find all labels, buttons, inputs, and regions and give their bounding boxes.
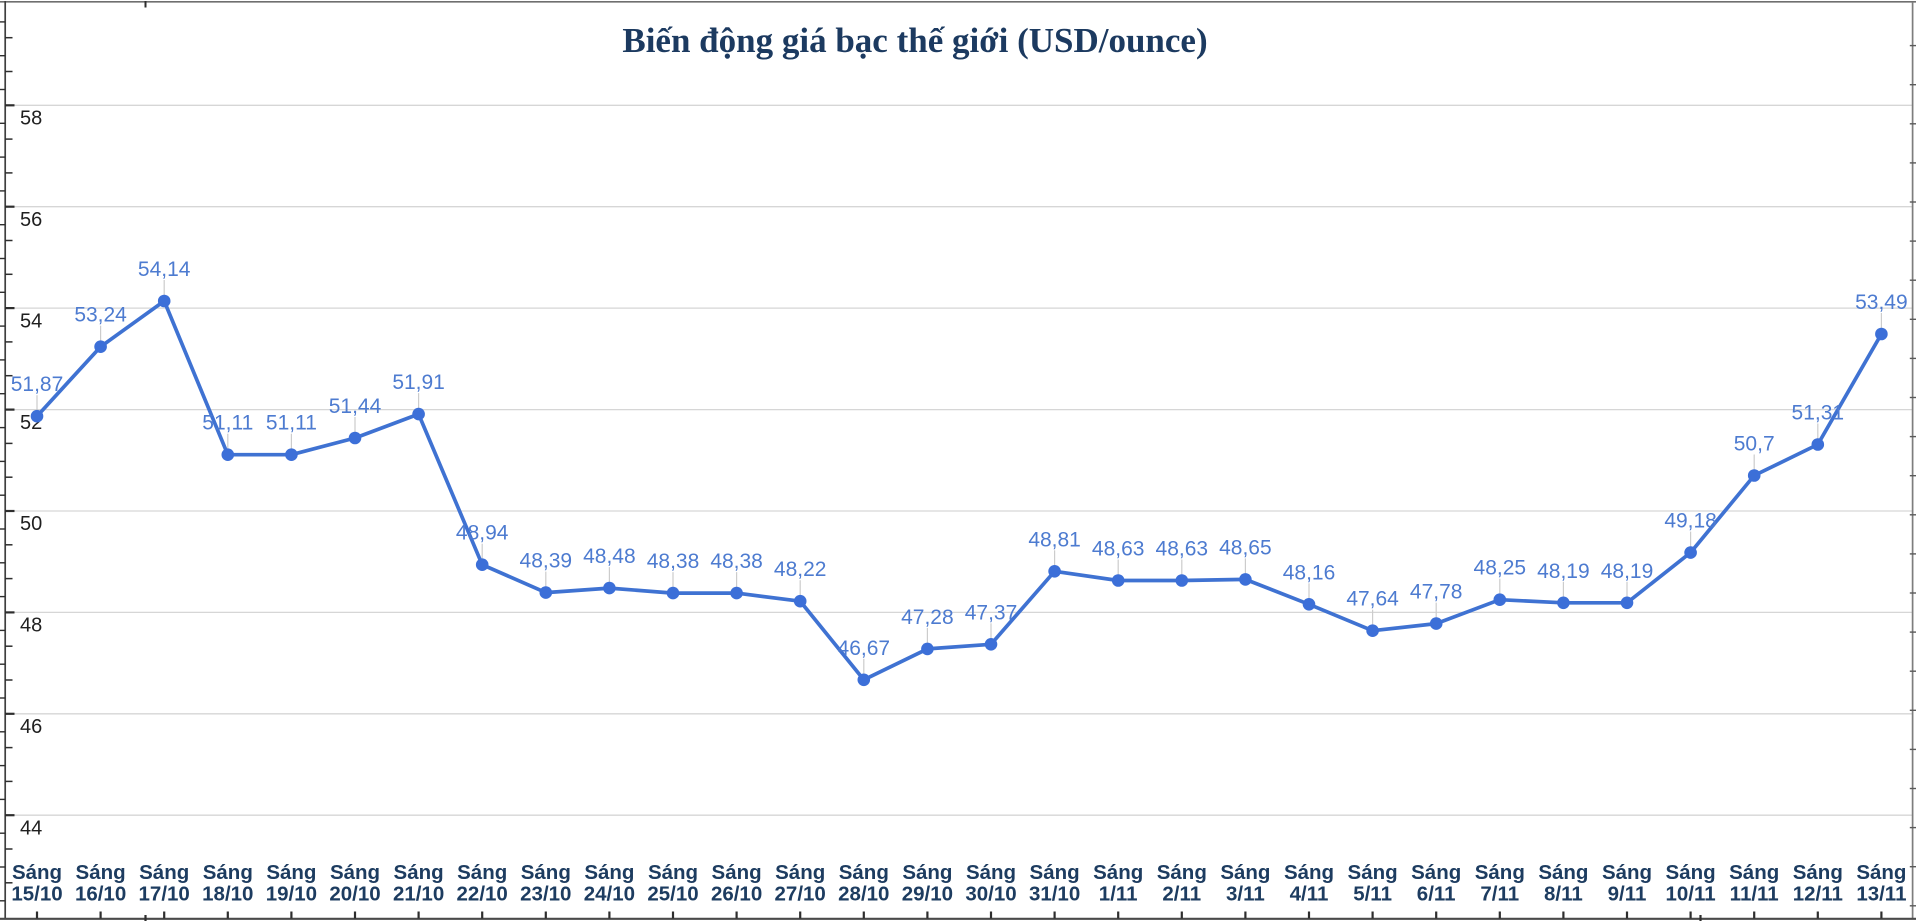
svg-text:51,87: 51,87	[11, 373, 64, 396]
svg-text:Sáng: Sáng	[1093, 861, 1143, 884]
svg-text:53,49: 53,49	[1855, 291, 1908, 314]
svg-text:1/11: 1/11	[1099, 883, 1138, 906]
svg-text:48,38: 48,38	[647, 550, 700, 573]
svg-text:Sáng: Sáng	[1602, 861, 1652, 884]
svg-text:29/10: 29/10	[902, 883, 953, 906]
svg-text:22/10: 22/10	[457, 883, 508, 906]
svg-text:13/11: 13/11	[1856, 883, 1906, 906]
svg-text:Sáng: Sáng	[139, 861, 189, 884]
svg-text:Sáng: Sáng	[1030, 861, 1080, 884]
svg-text:48,19: 48,19	[1601, 560, 1654, 583]
svg-text:30/10: 30/10	[965, 883, 1016, 906]
svg-text:4/11: 4/11	[1290, 883, 1329, 906]
svg-text:Sáng: Sáng	[457, 861, 507, 884]
svg-text:47,37: 47,37	[965, 601, 1018, 624]
svg-text:Sáng: Sáng	[1666, 861, 1716, 884]
svg-text:48,38: 48,38	[710, 550, 763, 573]
svg-text:Sáng: Sáng	[1411, 861, 1461, 884]
svg-text:44: 44	[20, 817, 42, 839]
svg-text:49,18: 49,18	[1664, 510, 1717, 533]
svg-text:48,19: 48,19	[1537, 560, 1590, 583]
svg-text:48,94: 48,94	[456, 522, 509, 545]
svg-text:10/11: 10/11	[1666, 883, 1716, 906]
svg-text:48,25: 48,25	[1474, 557, 1527, 580]
svg-text:48,65: 48,65	[1219, 536, 1272, 559]
svg-text:11/11: 11/11	[1730, 883, 1779, 906]
svg-text:47,78: 47,78	[1410, 581, 1463, 604]
svg-text:19/10: 19/10	[266, 883, 317, 906]
svg-text:46: 46	[20, 716, 42, 738]
svg-text:51,44: 51,44	[329, 395, 382, 418]
svg-text:48: 48	[20, 615, 42, 637]
svg-text:20/10: 20/10	[329, 883, 380, 906]
svg-text:6/11: 6/11	[1417, 883, 1456, 906]
svg-text:58: 58	[20, 108, 42, 130]
svg-text:51,91: 51,91	[392, 371, 445, 394]
svg-text:Sáng: Sáng	[839, 861, 889, 884]
svg-text:21/10: 21/10	[393, 883, 444, 906]
svg-text:47,64: 47,64	[1346, 588, 1399, 611]
svg-text:50,7: 50,7	[1734, 433, 1775, 456]
svg-text:Sáng: Sáng	[1284, 861, 1334, 884]
svg-text:Sáng: Sáng	[902, 861, 952, 884]
svg-text:48,81: 48,81	[1028, 528, 1081, 551]
svg-text:26/10: 26/10	[711, 883, 762, 906]
svg-text:Sáng: Sáng	[1538, 861, 1588, 884]
svg-text:15/10: 15/10	[11, 883, 62, 906]
svg-text:51,11: 51,11	[266, 412, 317, 435]
svg-text:48,48: 48,48	[583, 545, 636, 568]
svg-text:Sáng: Sáng	[1856, 861, 1906, 884]
svg-text:28/10: 28/10	[838, 883, 889, 906]
svg-text:53,24: 53,24	[74, 304, 127, 327]
svg-text:48,39: 48,39	[520, 550, 573, 573]
svg-text:Sáng: Sáng	[521, 861, 571, 884]
svg-text:Sáng: Sáng	[1220, 861, 1270, 884]
svg-text:31/10: 31/10	[1029, 883, 1080, 906]
svg-text:Sáng: Sáng	[1348, 861, 1398, 884]
svg-text:50: 50	[20, 513, 42, 535]
svg-text:3/11: 3/11	[1226, 883, 1265, 906]
svg-text:27/10: 27/10	[775, 883, 826, 906]
svg-text:25/10: 25/10	[647, 883, 698, 906]
svg-text:Sáng: Sáng	[1793, 861, 1843, 884]
svg-text:16/10: 16/10	[75, 883, 126, 906]
svg-text:Biến động giá bạc thế giới (US: Biến động giá bạc thế giới (USD/ounce)	[622, 21, 1207, 60]
svg-text:48,63: 48,63	[1092, 538, 1145, 561]
svg-text:2/11: 2/11	[1162, 883, 1201, 906]
svg-text:54: 54	[20, 310, 42, 332]
svg-text:47,28: 47,28	[901, 606, 954, 629]
svg-text:Sáng: Sáng	[648, 861, 698, 884]
svg-text:Sáng: Sáng	[966, 861, 1016, 884]
svg-text:7/11: 7/11	[1480, 883, 1519, 906]
svg-text:51,31: 51,31	[1792, 402, 1845, 425]
svg-text:Sáng: Sáng	[12, 861, 62, 884]
svg-text:Sáng: Sáng	[1157, 861, 1207, 884]
svg-text:Sáng: Sáng	[712, 861, 762, 884]
svg-text:Sáng: Sáng	[584, 861, 634, 884]
svg-text:Sáng: Sáng	[1729, 861, 1779, 884]
svg-text:17/10: 17/10	[139, 883, 190, 906]
svg-text:Sáng: Sáng	[1475, 861, 1525, 884]
svg-text:12/11: 12/11	[1793, 883, 1843, 906]
svg-text:Sáng: Sáng	[203, 861, 253, 884]
svg-text:48,63: 48,63	[1156, 538, 1209, 561]
svg-text:8/11: 8/11	[1544, 883, 1583, 906]
svg-text:9/11: 9/11	[1608, 883, 1647, 906]
svg-text:48,22: 48,22	[774, 558, 827, 581]
svg-text:23/10: 23/10	[520, 883, 571, 906]
svg-text:54,14: 54,14	[138, 258, 191, 281]
svg-text:Sáng: Sáng	[76, 861, 126, 884]
svg-text:24/10: 24/10	[584, 883, 635, 906]
svg-text:Sáng: Sáng	[266, 861, 316, 884]
svg-text:46,67: 46,67	[838, 637, 891, 660]
svg-text:Sáng: Sáng	[394, 861, 444, 884]
svg-text:18/10: 18/10	[202, 883, 253, 906]
svg-text:Sáng: Sáng	[775, 861, 825, 884]
svg-text:48,16: 48,16	[1283, 561, 1336, 584]
svg-text:56: 56	[20, 209, 42, 231]
svg-text:51,11: 51,11	[202, 412, 253, 435]
svg-text:Sáng: Sáng	[330, 861, 380, 884]
svg-text:5/11: 5/11	[1353, 883, 1392, 906]
